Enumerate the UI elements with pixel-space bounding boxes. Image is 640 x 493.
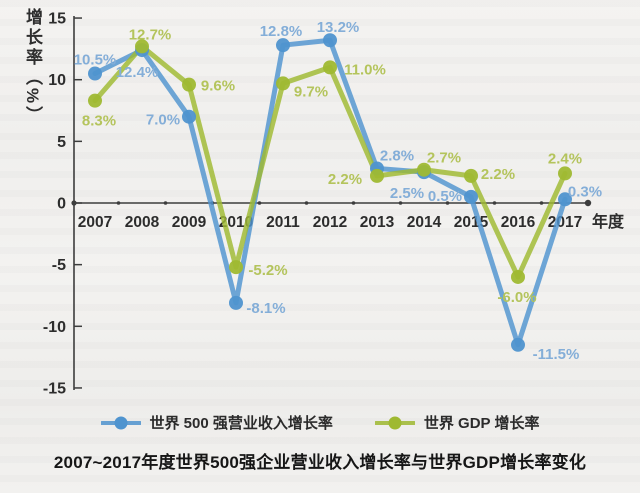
chart-legend: 世界 500 强营业收入增长率 世界 GDP 增长率	[0, 412, 640, 433]
series-1-marker	[464, 168, 478, 183]
y-tick-label: -10	[43, 319, 66, 336]
x-tick-label: 2016	[501, 214, 536, 231]
x-tick-dot	[351, 201, 356, 205]
chart-title: 2007~2017年度世界500强企业营业收入增长率与世界GDP增长率变化	[53, 453, 587, 472]
series-1-data-label: -6.0%	[497, 289, 536, 306]
legend-item-fortune500: 世界 500 强营业收入增长率	[100, 412, 333, 433]
x-tick-dot	[445, 201, 450, 205]
series-0-marker	[88, 66, 102, 81]
x-tick-label: 2013	[360, 214, 395, 231]
y-tick-label: 10	[48, 72, 66, 89]
series-1-data-label: 2.2%	[328, 171, 362, 188]
series-0-marker	[276, 38, 290, 53]
series-0-marker	[229, 295, 243, 310]
series-0-data-label: 13.2%	[317, 19, 360, 36]
series-1-marker	[558, 166, 572, 181]
series-line-0	[92, 37, 568, 348]
series-0-data-label: 0.5%	[428, 188, 462, 205]
series-0-data-label: 2.5%	[390, 185, 424, 202]
series-1-marker	[511, 269, 525, 284]
x-tick-dot	[398, 201, 403, 205]
series-1-data-label: 2.2%	[481, 166, 515, 183]
legend-label-fortune500: 世界 500 强营业收入增长率	[149, 415, 333, 432]
series-1-marker	[182, 77, 196, 92]
series-1-data-label: 11.0%	[344, 61, 386, 78]
y-axis-title: 增长率（%）	[23, 8, 42, 127]
x-tick-label: 2017	[548, 214, 582, 231]
legend-item-gdp: 世界 GDP 增长率	[374, 412, 540, 433]
series-0-data-label: 10.5%	[74, 52, 117, 69]
legend-marker-gdp-icon	[374, 416, 415, 429]
series-1-marker	[88, 93, 102, 108]
series-1-marker	[323, 60, 337, 75]
series-0-data-label: 12.4%	[116, 64, 159, 81]
series-1-data-label: 2.7%	[427, 150, 461, 167]
series-0-data-label: 12.8%	[260, 23, 303, 40]
y-tick-label: -15	[43, 380, 66, 397]
series-0-data-label: 2.8%	[380, 147, 414, 164]
x-tick-dot	[163, 201, 168, 205]
x-tick-dot	[116, 201, 121, 205]
x-axis-title: 年度	[592, 212, 625, 231]
series-1-marker	[276, 76, 290, 91]
x-tick-dot	[539, 201, 544, 205]
x-tick-dot	[257, 201, 262, 205]
series-1-marker	[370, 168, 384, 183]
x-axis-end-dot	[584, 199, 592, 207]
series-1-marker	[135, 39, 149, 54]
x-tick-dot	[492, 201, 497, 205]
series-0-marker	[323, 33, 337, 48]
series-1-data-label: 12.7%	[129, 26, 172, 43]
series-1-data-label: 9.7%	[294, 83, 328, 100]
x-tick-label: 2009	[172, 214, 207, 231]
series-1-marker	[229, 260, 243, 275]
series-0-marker	[511, 337, 525, 352]
legend-marker-fortune500-icon	[100, 416, 141, 429]
series-0-data-label: -8.1%	[246, 300, 285, 317]
series-0-data-label: 0.3%	[568, 183, 602, 200]
x-tick-label: 2011	[266, 214, 300, 231]
series-0-data-label: -11.5%	[533, 346, 580, 363]
legend-label-gdp: 世界 GDP 增长率	[423, 415, 540, 432]
axis-origin-dot	[71, 200, 77, 206]
series-0-marker	[558, 192, 572, 207]
series-1-data-label: 2.4%	[548, 150, 582, 167]
y-tick-label: 0	[57, 196, 66, 213]
x-tick-label: 2008	[125, 214, 160, 231]
series-0-data-label: 7.0%	[146, 112, 180, 129]
x-tick-label: 2014	[407, 214, 442, 231]
x-tick-label: 2007	[78, 214, 112, 231]
series-1-data-label: -5.2%	[248, 262, 287, 279]
series-0-marker	[464, 189, 478, 204]
x-tick-label: 2012	[313, 214, 347, 231]
series-1-data-label: 9.6%	[201, 78, 235, 95]
y-tick-label: -5	[52, 257, 66, 274]
series-1-data-label: 8.3%	[82, 113, 116, 130]
series-0-marker	[182, 109, 196, 124]
y-tick-label: 15	[48, 11, 66, 28]
x-tick-dot	[304, 201, 309, 205]
series-1-marker	[417, 162, 431, 177]
y-tick-label: 5	[57, 134, 66, 151]
